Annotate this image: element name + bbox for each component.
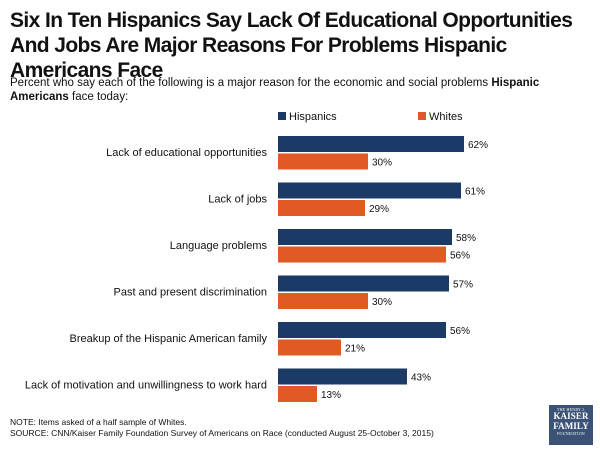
category-label: Language problems [170, 240, 268, 252]
kff-logo: THE HENRY J. KAISER FAMILY FOUNDATION [549, 405, 593, 445]
logo-bottom-text: FOUNDATION [557, 431, 585, 436]
bar-whites [278, 153, 368, 170]
data-label-whites: 29% [369, 204, 389, 215]
bar-hispanics [278, 322, 446, 338]
data-label-whites: 21% [345, 344, 365, 355]
legend-swatch-hispanics [278, 112, 286, 120]
data-label-hispanics: 43% [411, 373, 431, 384]
legend-label-hispanics: Hispanics [289, 111, 337, 123]
chart-title: Six In Ten Hispanics Say Lack Of Educati… [10, 9, 573, 82]
bar-hispanics [278, 229, 452, 245]
bar-whites [278, 293, 368, 309]
logo-top-text: THE HENRY J. [556, 407, 586, 412]
subtitle-text-end: face today: [68, 91, 129, 103]
bar-whites [278, 386, 317, 402]
category-label: Breakup of the Hispanic American family [70, 333, 268, 345]
subtitle-emphasis: Hispanic Americans [10, 77, 540, 103]
bar-hispanics [278, 182, 461, 199]
data-label-whites: 30% [372, 297, 392, 308]
category-label: Past and present discrimination [114, 287, 267, 299]
bar-whites [278, 200, 365, 216]
data-label-whites: 56% [450, 251, 470, 262]
chart-subtitle: Percent who say each of the following is… [10, 76, 590, 104]
legend-swatch-whites [418, 112, 426, 120]
data-label-hispanics: 62% [468, 140, 488, 151]
logo-family-text: FAMILY [553, 420, 589, 431]
category-label: Lack of motivation and unwillingness to … [25, 380, 267, 392]
category-label: Lack of educational opportunities [106, 147, 267, 159]
bar-hispanics [278, 368, 407, 385]
bar-whites [278, 339, 341, 356]
data-label-hispanics: 56% [450, 326, 470, 337]
bar-whites [278, 246, 446, 263]
footnote: NOTE: Items asked of a half sample of Wh… [10, 417, 187, 427]
data-label-whites: 30% [372, 158, 392, 169]
legend-label-whites: Whites [429, 111, 463, 123]
category-label: Lack of jobs [208, 194, 267, 206]
source-note: SOURCE: CNN/Kaiser Family Foundation Sur… [10, 428, 434, 438]
data-label-whites: 13% [321, 390, 341, 401]
subtitle-text: Percent who say each of the following is… [10, 77, 492, 89]
logo-kaiser-text: KAISER [553, 411, 589, 421]
data-label-hispanics: 58% [456, 233, 476, 244]
data-label-hispanics: 61% [465, 187, 485, 198]
bar-hispanics [278, 275, 449, 292]
data-label-hispanics: 57% [453, 280, 473, 291]
bar-hispanics [278, 136, 464, 152]
